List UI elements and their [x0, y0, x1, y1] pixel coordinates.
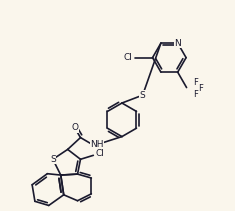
Text: F: F — [193, 90, 198, 99]
Text: F: F — [193, 78, 198, 87]
Text: F: F — [198, 84, 203, 93]
Text: NH: NH — [90, 140, 104, 149]
Text: S: S — [50, 155, 56, 164]
Text: Cl: Cl — [96, 149, 105, 158]
Text: N: N — [174, 39, 181, 48]
Text: S: S — [140, 91, 145, 100]
Text: O: O — [71, 123, 78, 132]
Text: Cl: Cl — [123, 53, 132, 62]
